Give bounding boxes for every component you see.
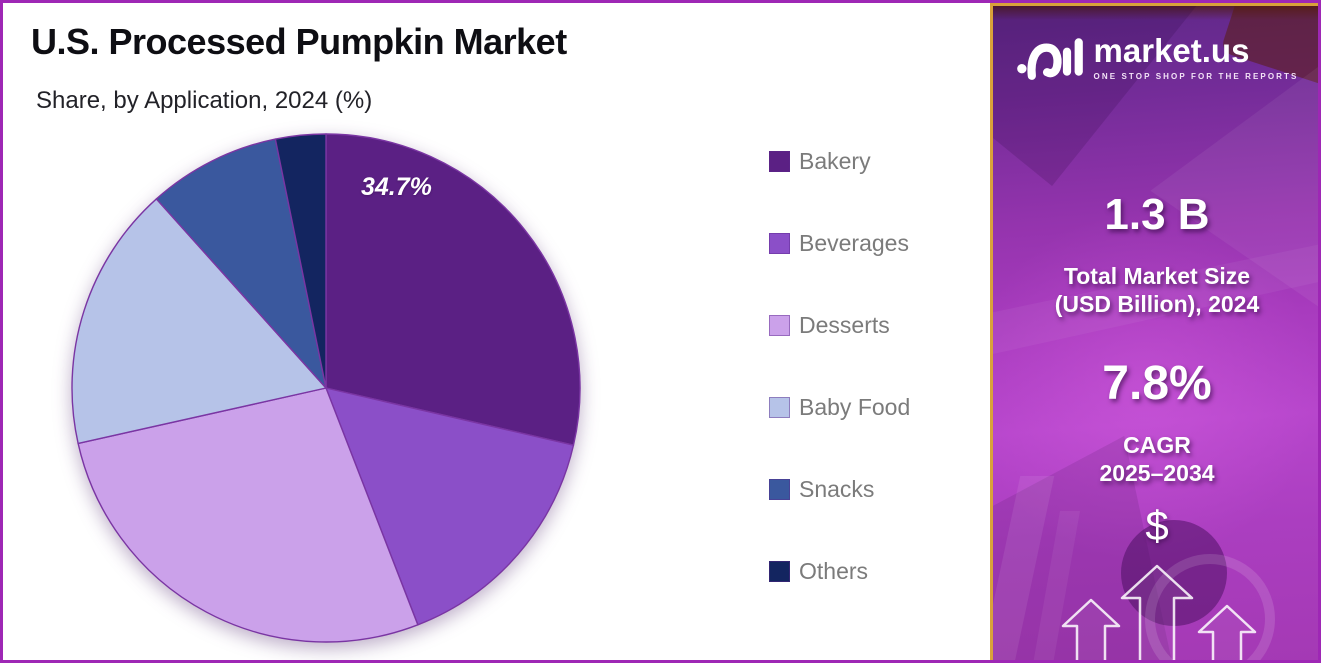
legend-swatch-others <box>769 560 790 582</box>
pie-slice-desserts <box>77 387 419 643</box>
marketus-logo: market.us ONE STOP SHOP FOR THE REPORTS <box>993 32 1318 82</box>
legend-item-bakery: Bakery <box>769 147 984 174</box>
legend-item-others: Others <box>769 557 984 584</box>
pie-slice-baby-food <box>71 198 327 445</box>
legend-item-beverages: Beverages <box>769 229 984 256</box>
page-title: U.S. Processed Pumpkin Market <box>31 21 567 62</box>
legend-swatch-snacks <box>769 478 790 500</box>
brand-tagline: ONE STOP SHOP FOR THE REPORTS <box>1093 71 1299 81</box>
legend-label: Baby Food <box>799 393 911 420</box>
legend-item-baby-food: Baby Food <box>769 393 984 420</box>
marketus-logo-icon <box>1016 38 1083 80</box>
market-size-label-1: Total Market Size <box>1063 263 1251 289</box>
chart-legend: Bakery Beverages Desserts Baby Food Snac… <box>769 147 984 642</box>
legend-label: Bakery <box>799 147 871 174</box>
pie-slice-data-label: 34.7% <box>361 173 432 201</box>
cagr-value: 7.8% <box>1102 357 1212 410</box>
market-size-label-2: (USD Billion), 2024 <box>1054 291 1260 317</box>
panel-texture-overlay <box>993 6 1318 20</box>
cagr-label: CAGR <box>1123 432 1191 458</box>
pie-slice-snacks <box>155 138 327 389</box>
marketus-logo-text: market.us ONE STOP SHOP FOR THE REPORTS <box>1094 34 1299 81</box>
cagr-years: 2025–2034 <box>1099 460 1215 486</box>
pie-slice-others <box>274 133 327 389</box>
legend-label: Beverages <box>799 229 909 256</box>
pie-slice-bakery <box>325 133 581 446</box>
legend-swatch-desserts <box>769 314 790 336</box>
legend-swatch-bakery <box>769 150 790 172</box>
legend-item-snacks: Snacks <box>769 475 984 502</box>
brand-info-panel: market.us ONE STOP SHOP FOR THE REPORTS … <box>990 3 1318 660</box>
dollar-sign-graphic: $ <box>1145 502 1169 549</box>
page-subtitle: Share, by Application, 2024 (%) <box>36 87 373 114</box>
pie-slice-beverages <box>325 387 575 626</box>
growth-arrows-graphic <box>1061 564 1257 660</box>
legend-swatch-beverages <box>769 232 790 254</box>
legend-label: Desserts <box>799 311 890 338</box>
pie-chart: 34.7% <box>69 131 583 645</box>
market-size-value: 1.3 B <box>1104 190 1210 239</box>
legend-label: Snacks <box>799 475 875 502</box>
legend-swatch-baby-food <box>769 396 790 418</box>
pie-svg <box>71 133 581 643</box>
legend-item-desserts: Desserts <box>769 311 984 338</box>
legend-label: Others <box>799 557 869 584</box>
brand-name: market.us <box>1093 31 1250 69</box>
